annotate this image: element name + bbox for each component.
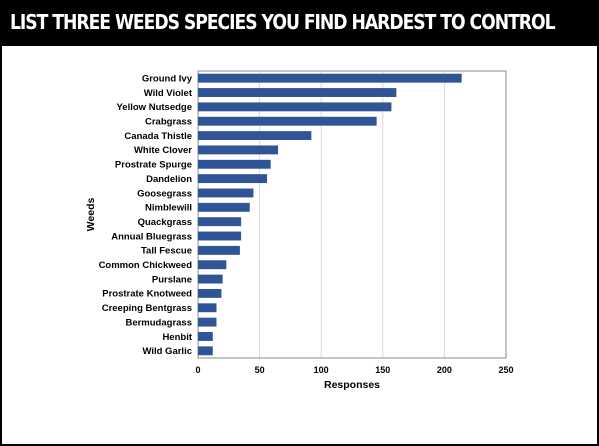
category-label: Yellow Nutsedge (117, 102, 193, 113)
slide-title: LIST THREE WEEDS SPECIES YOU FIND HARDES… (10, 10, 556, 34)
bar (198, 288, 222, 298)
bar (198, 174, 267, 184)
bar (198, 346, 213, 356)
category-label: Nimblewill (145, 203, 192, 214)
x-tick-label: 100 (314, 365, 329, 375)
category-label: Dandelion (146, 174, 192, 185)
bar (198, 88, 397, 97)
category-labels: Ground Ivy Wild Violet Yellow Nutsedge Crab… (99, 73, 193, 357)
category-label: Henbit (162, 332, 192, 343)
bars-group (198, 73, 462, 356)
category-label: Tall Fescue (141, 246, 192, 257)
category-label: Prostrate Knotweed (102, 289, 192, 300)
category-label: Goosegrass (137, 188, 192, 199)
bar (198, 317, 217, 327)
bar (198, 202, 250, 212)
category-label: Purslane (152, 274, 192, 285)
y-axis-label: Weeds (85, 198, 97, 232)
bar (198, 332, 213, 341)
plot-area (197, 70, 507, 359)
bar (198, 303, 217, 313)
bar (198, 245, 240, 255)
grid-lines (259, 71, 445, 358)
x-tick-label: 0 (195, 365, 200, 375)
bar (198, 145, 279, 155)
bar (198, 260, 227, 270)
slide-header: LIST THREE WEEDS SPECIES YOU FIND HARDES… (2, 2, 597, 46)
x-tick-label: 150 (375, 365, 390, 375)
bar (198, 231, 242, 241)
bar (198, 73, 462, 83)
category-label: Quackgrass (138, 217, 192, 228)
category-label: Creeping Bentgrass (102, 303, 192, 314)
category-label: Wild Garlic (142, 346, 192, 357)
bar (198, 274, 223, 284)
bar (198, 188, 254, 198)
category-label: Annual Bluegrass (111, 231, 192, 242)
category-label: Wild Violet (144, 88, 193, 99)
category-label: Crabgrass (145, 117, 192, 128)
bar (198, 217, 242, 227)
category-label: Canada Thistle (124, 131, 192, 142)
category-label: Bermudagrass (125, 317, 192, 328)
category-label: Common Chickweed (99, 260, 193, 271)
bar (198, 159, 271, 169)
category-label: Prostrate Spurge (115, 160, 192, 171)
category-label: Ground Ivy (142, 73, 193, 84)
x-tick-label: 200 (437, 365, 452, 375)
x-tick-label: 50 (255, 365, 265, 375)
bar (198, 102, 392, 112)
bar (198, 131, 312, 141)
x-axis-label: Responses (324, 379, 380, 391)
bar (198, 116, 377, 126)
x-tick-labels: 0 50 100 150 200 250 (195, 365, 513, 375)
category-label: White Clover (134, 145, 192, 156)
x-tick-label: 250 (498, 365, 513, 375)
